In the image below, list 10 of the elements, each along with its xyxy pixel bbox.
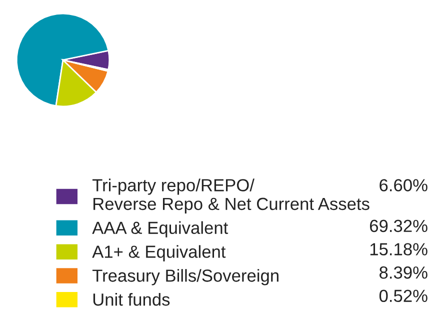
legend-label: A1+ & Equivalent (92, 245, 226, 262)
legend-label: AAA & Equivalent (92, 221, 228, 238)
legend-label: Unit funds (93, 292, 170, 306)
legend-label: Tri-party repo/REPO/ Reverse Repo & Net Current Assets (92, 178, 370, 214)
legend-label: Treasury Bills/Sovereign (92, 269, 278, 286)
data-label: 69.32% (370, 220, 428, 232)
data-label: 6.60% (380, 179, 428, 192)
data-label: 0.52% (379, 290, 428, 302)
data-label: 8.39% (380, 266, 428, 279)
data-label: 15.18% (370, 243, 428, 256)
